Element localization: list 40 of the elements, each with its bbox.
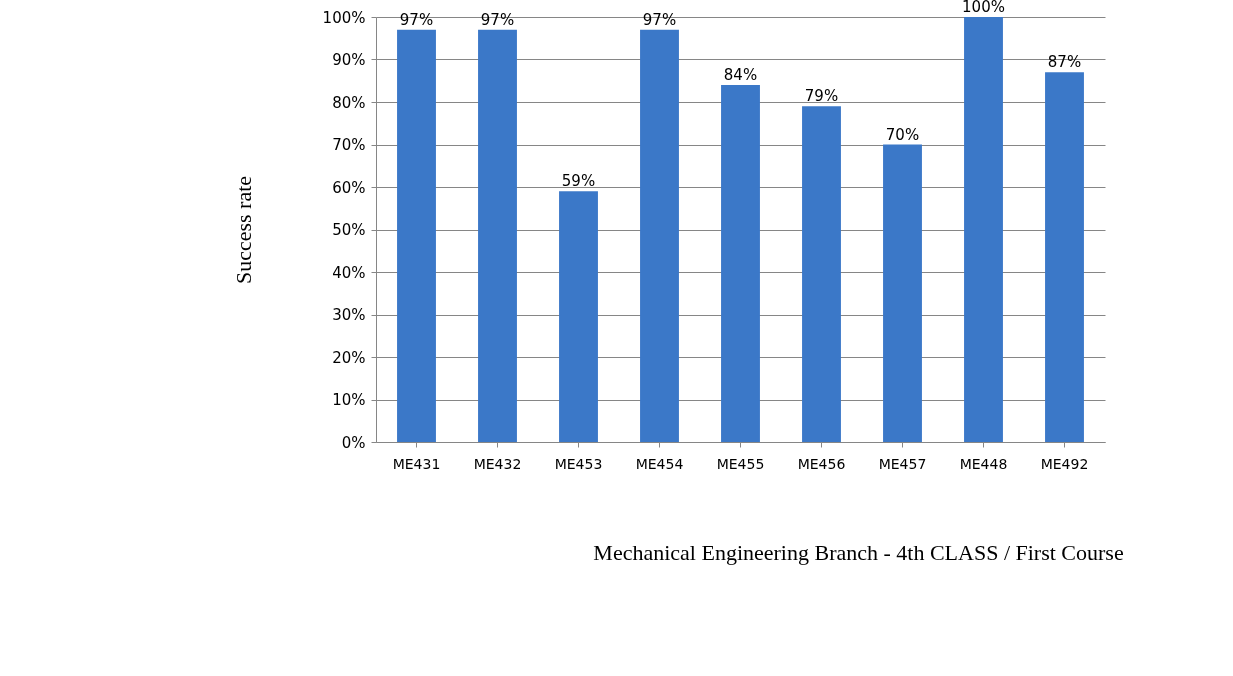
data-label: 87% [1047, 53, 1082, 72]
bar [721, 85, 760, 442]
x-tick-label: ME454 [635, 455, 684, 472]
y-tick-label: 70% [332, 136, 366, 154]
x-axis-title: Mechanical Engineering Branch - 4th CLASS / First Course [593, 539, 1124, 565]
x-tick-label: ME455 [716, 455, 765, 472]
y-tick-label: 30% [332, 306, 366, 324]
x-tick-label: ME448 [959, 455, 1008, 472]
bar [964, 17, 1003, 442]
data-label: 59% [561, 172, 596, 191]
x-tick-label: ME492 [1040, 455, 1089, 472]
y-tick-label: 40% [332, 263, 366, 282]
x-tick-label: ME456 [797, 455, 846, 472]
y-tick-label: 60% [332, 178, 366, 197]
y-tick-label: 100% [322, 8, 366, 27]
bar [478, 29, 517, 442]
y-tick-label: 90% [332, 51, 366, 69]
y-tick-label: 50% [332, 221, 366, 239]
data-label: 79% [804, 87, 839, 106]
x-tick-label: ME431 [392, 455, 441, 472]
data-label: 97% [480, 10, 515, 29]
bar [559, 191, 598, 442]
bar [1045, 72, 1084, 442]
x-tick-label: ME457 [878, 455, 927, 472]
x-tick-label: ME453 [554, 455, 603, 472]
y-tick-label: 20% [332, 348, 366, 367]
bar [397, 29, 436, 442]
data-label: 70% [885, 125, 920, 144]
data-label: 84% [723, 66, 758, 84]
y-tick-label: 0% [341, 433, 366, 452]
data-label: 100% [962, 0, 1005, 16]
y-tick-label: 80% [332, 93, 366, 112]
y-tick-label: 10% [332, 391, 366, 409]
data-label: 97% [399, 10, 434, 29]
x-tick-label: ME432 [473, 455, 522, 472]
y-axis-title: Success rate [230, 175, 256, 285]
bar [802, 106, 841, 442]
bar [640, 29, 679, 442]
bar [883, 144, 922, 442]
data-label: 97% [642, 10, 677, 29]
